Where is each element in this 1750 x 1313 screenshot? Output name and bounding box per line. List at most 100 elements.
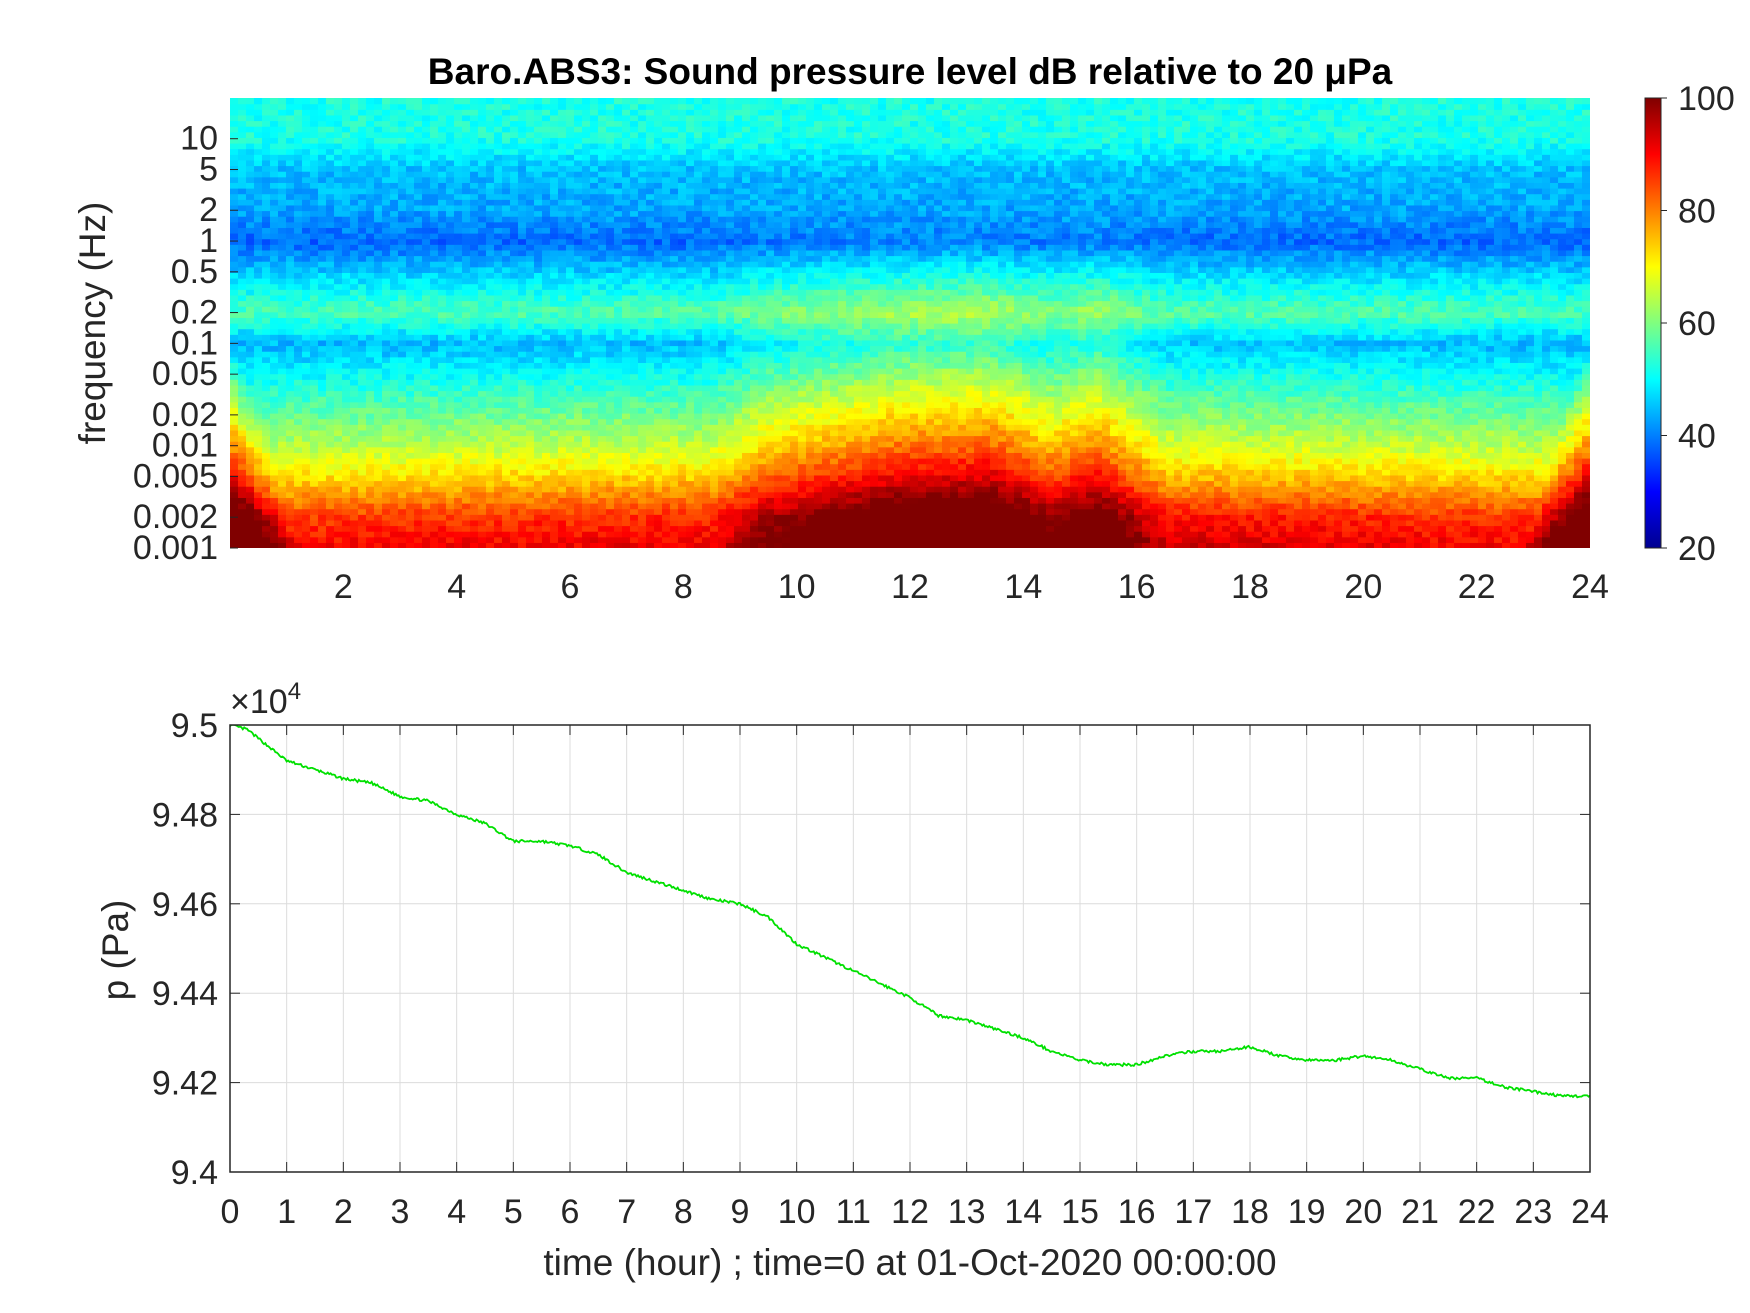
spectrogram-cell [526,536,535,543]
spectrogram-cell [534,452,543,459]
spectrogram-cell [638,109,647,116]
spectrogram-cell [446,429,455,437]
spectrogram-cell [614,143,623,150]
spectrogram-cell [254,469,263,476]
spectrogram-cell [406,216,415,223]
spectrogram-cell [598,148,607,155]
spectrogram-cell [446,154,455,161]
spectrogram-cell [318,463,327,470]
spectrogram-cell [678,339,687,347]
spectrogram-cell [598,182,607,189]
spectrogram-cell [470,413,479,420]
spectrogram-cell [438,401,447,408]
spectrogram-cell [574,126,583,133]
spectrogram-cell [630,182,639,189]
spectrogram-cell [350,413,359,420]
spectrogram-cell [502,114,511,122]
spectrogram-cell [454,199,463,206]
spectrogram-cell [694,379,703,386]
spectrogram-cell [518,339,527,347]
spectrogram-cell [366,474,375,482]
spectrogram-cell [430,306,439,313]
spectrogram-cell [238,413,247,420]
spectrogram-cell [694,255,703,262]
spectrogram-cell [518,233,527,240]
spectrogram-cell [374,503,383,510]
spectrogram-cell [302,480,311,487]
spectrogram-cell [366,131,375,138]
spectrogram-cell [486,368,495,375]
spectrogram-cell [646,154,655,161]
spectrogram-cell [566,300,575,307]
spectrogram-cell [486,137,495,144]
spectrogram-cell [670,469,679,476]
spectrogram-cell [718,126,727,133]
spectrogram-cell [358,429,367,437]
spectrogram-cell [358,435,367,442]
spectrogram-cell [318,390,327,397]
spectrogram-cell [342,210,351,217]
spectrogram-cell [366,328,375,335]
spectrogram-cell [462,227,471,234]
spectrogram-cell [638,306,647,313]
spectrogram-cell [350,396,359,403]
spectrogram-cell [638,317,647,324]
spectrogram-cell [478,418,487,425]
spectrogram-cell [438,334,447,341]
spectrogram-cell [366,311,375,318]
spectrogram-cell [326,165,335,172]
spectrogram-cell [270,356,279,363]
spectrogram-cell [726,525,735,532]
spectrogram-cell [374,289,383,296]
spectrogram-cell [662,120,671,127]
spectrogram-cell [646,536,655,543]
spectrogram-cell [278,368,287,375]
spectrogram-cell [326,255,335,262]
spectrogram-cell [518,525,527,532]
spectrogram-cell [510,424,519,431]
spectrogram-cell [694,126,703,133]
spectrogram-cell [558,148,567,155]
spectrogram-cell [718,396,727,403]
spectrogram-cell [598,289,607,296]
spectrogram-cell [622,503,631,510]
spectrogram-cell [406,368,415,375]
spectrogram-cell [470,525,479,532]
spectrogram-cell [326,503,335,510]
spectrogram-image [230,98,1590,548]
spectrogram-cell [574,328,583,335]
spectrogram-cell [662,339,671,347]
spectrogram-cell [278,255,287,262]
spectrogram-cell [502,131,511,138]
spectrogram-cell [350,351,359,358]
spectrogram-cell [374,362,383,369]
spectrogram-cell [238,159,247,167]
spectrogram-cell [366,351,375,358]
spectrogram-cell [286,311,295,318]
spectrogram-cell [582,98,591,105]
spectrogram-cell [470,446,479,453]
spectrogram-cell [670,249,679,257]
spectrogram-cell [382,103,391,110]
spectrogram-cell [270,491,279,498]
spectrogram-cell [654,345,663,352]
spectrogram-cell [430,469,439,476]
spectrogram-cell [478,193,487,200]
spectrogram-cell [454,120,463,127]
spectrogram-cell [270,199,279,206]
spectrogram-cell [510,334,519,341]
spectrogram-cell [286,109,295,116]
spectrogram-cell [670,193,679,200]
spectrogram-cell [294,137,303,144]
spectrogram-cell [398,199,407,206]
spectrogram-cell [606,384,615,392]
spectrogram-cell [430,356,439,363]
spectrogram-cell [334,182,343,189]
spectrogram-cell [470,491,479,498]
spectrogram-cell [294,289,303,296]
spectrogram-cell [542,159,551,167]
spectrogram-cell [606,109,615,116]
spectrogram-cell [382,114,391,122]
spectrogram-cell [566,114,575,122]
spectrogram-cell [478,323,487,330]
